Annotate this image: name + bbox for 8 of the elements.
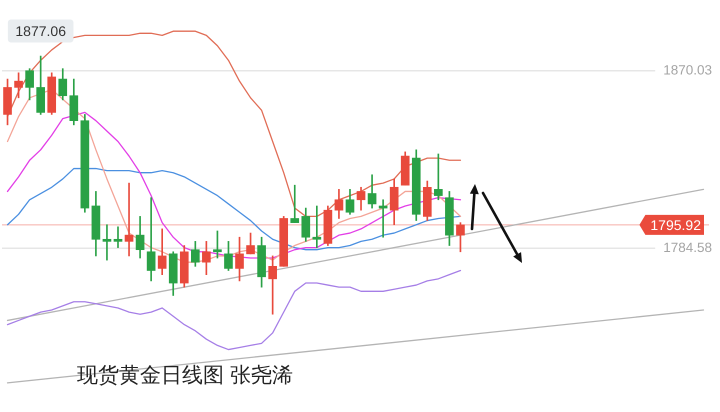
candlestick <box>124 182 134 256</box>
ref-line-label: 1795.92 <box>650 216 702 233</box>
y-tick-label: 1784.58 <box>663 240 712 256</box>
candlestick <box>114 226 122 248</box>
annotation: 1877.06 <box>15 22 66 39</box>
text: 现货黄金日线图 张尧浠 <box>77 363 293 389</box>
y-tick-label: 1870.03 <box>663 62 712 78</box>
candlestick <box>102 224 112 260</box>
